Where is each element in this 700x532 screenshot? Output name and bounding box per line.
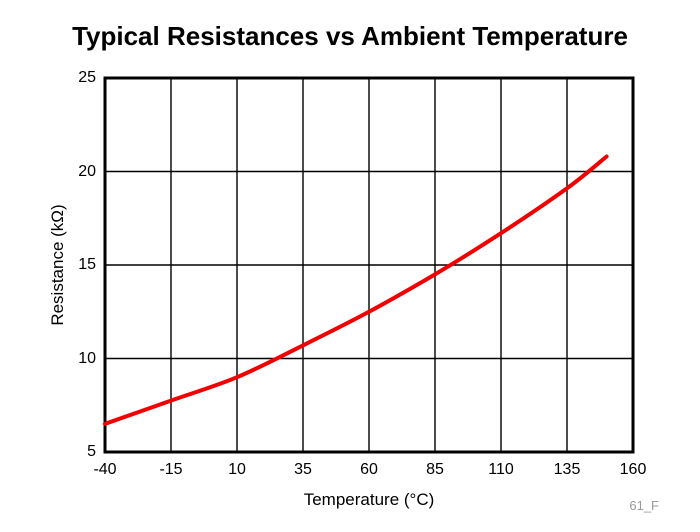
y-tick-label: 20 [78,162,96,180]
y-tick-label: 15 [78,256,96,273]
x-tick-label: 35 [294,461,312,478]
y-tick-label: 5 [87,443,96,460]
x-axis-title: Temperature (°C) [303,490,435,509]
resistance-curve [103,154,609,426]
x-tick-label: 135 [553,461,581,478]
plot-border [103,76,635,454]
watermark: 61_F [629,498,659,513]
x-tick-label: 85 [426,461,444,478]
x-tick-label: 10 [228,461,246,478]
y-tick-label: 10 [78,349,96,367]
x-tick-label: 160 [619,461,647,478]
x-tick-label: -40 [93,461,117,478]
y-tick-label: 25 [78,69,96,86]
y-axis-title: Resistance (kΩ) [48,204,67,326]
x-tick-label: 60 [360,461,378,478]
x-tick-label: -15 [159,461,183,478]
x-tick-label: 110 [488,461,514,478]
chart-title: Typical Resistances vs Ambient Temperatu… [72,21,628,51]
